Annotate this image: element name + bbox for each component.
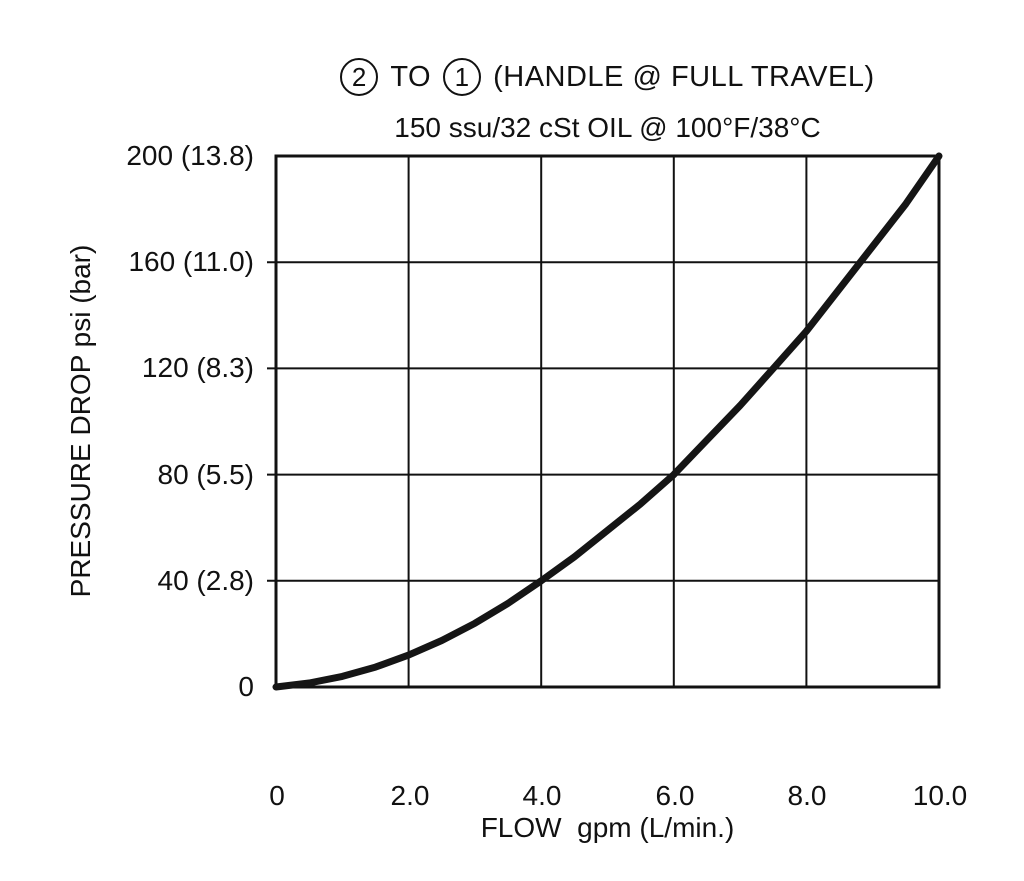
y-tick-120: 120 (8.3): [141, 352, 254, 383]
x-tick-gpm: 0: [269, 780, 285, 811]
y-tick-80: 80 (5.5): [157, 459, 255, 490]
y-tick-200: 200 (13.8): [126, 140, 254, 171]
x-tick-gpm: 10.0: [912, 780, 968, 811]
x-tick-gpm: 6.0: [655, 780, 695, 811]
x-tick-8: 8.0 (30.3): [737, 706, 877, 881]
title-connector: TO: [390, 60, 432, 93]
plot-area: [267, 152, 943, 691]
circled-port-1-icon: 1: [443, 58, 482, 96]
chart-subtitle: 150 ssu/32 cSt OIL @ 100°F/38°C: [394, 112, 821, 143]
x-tick-6: 6.0 (22.7): [605, 706, 745, 881]
x-tick-gpm: 8.0: [787, 780, 827, 811]
x-tick-gpm: 2.0: [390, 780, 430, 811]
x-axis-label: FLOW gpm (L/min.): [480, 812, 735, 843]
plot-canvas: [267, 152, 943, 691]
title-suffix: (HANDLE @ FULL TRAVEL): [493, 60, 875, 93]
y-tick-160: 160 (11.0): [128, 246, 254, 277]
y-tick-0: 0: [238, 671, 254, 702]
x-tick-gpm: 4.0: [522, 780, 562, 811]
x-tick-0: 0: [207, 706, 347, 881]
x-tick-2: 2.0 (7.6): [340, 706, 480, 881]
y-tick-40: 40 (2.8): [157, 565, 255, 596]
circled-port-2-icon: 2: [340, 58, 379, 96]
chart-title: 2 TO 1 (HANDLE @ FULL TRAVEL): [276, 58, 939, 96]
pressure-drop-curve: [272, 152, 943, 691]
plot-frame: [274, 154, 941, 689]
x-tick-10: 10.0 (37.9): [870, 706, 1010, 881]
x-tick-4: 4.0 (15.1): [472, 706, 612, 881]
